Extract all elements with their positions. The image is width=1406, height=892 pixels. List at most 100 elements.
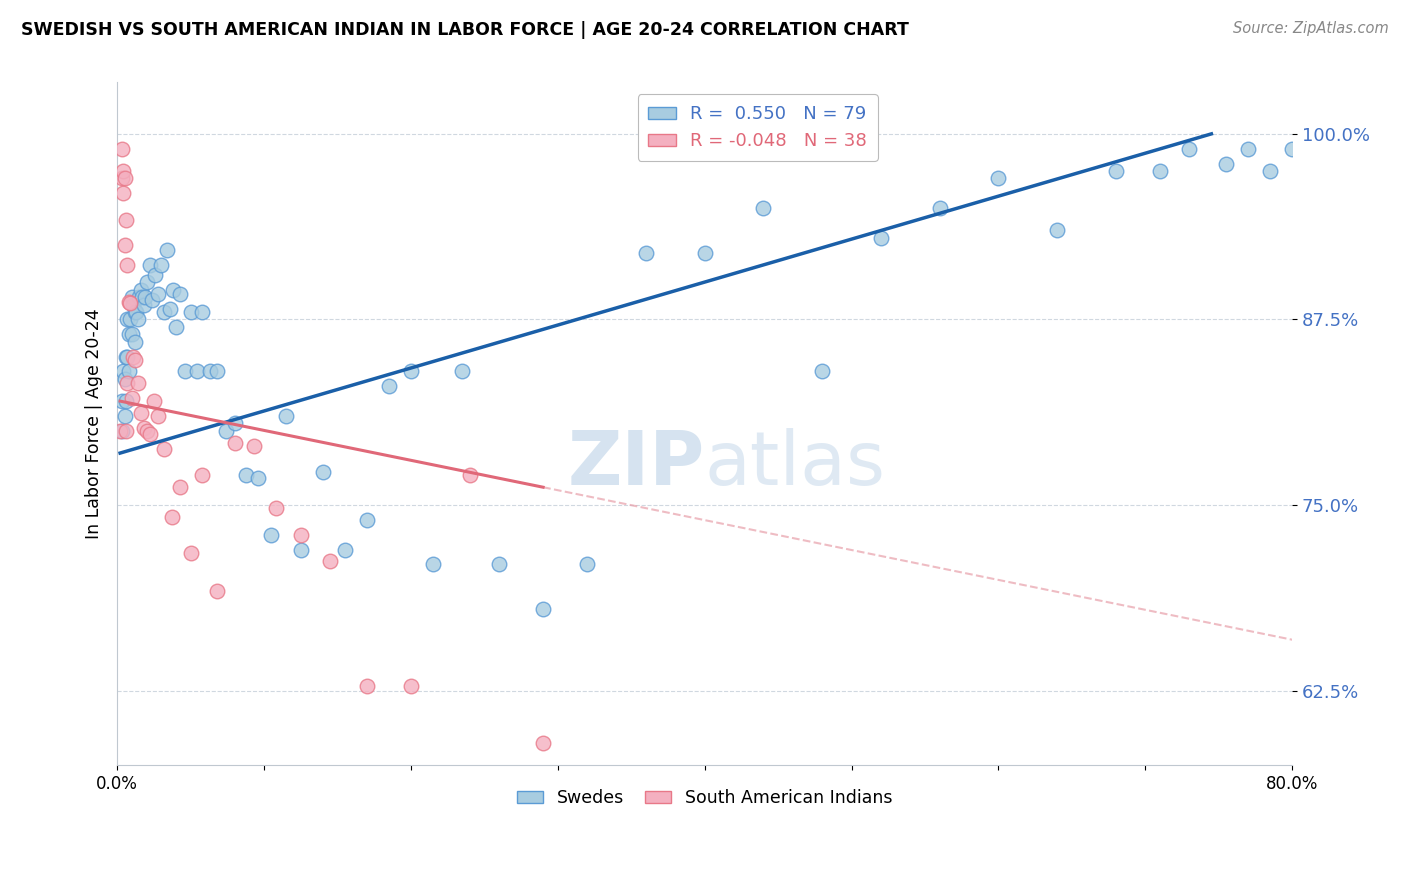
Point xyxy=(987,171,1010,186)
Point xyxy=(242,439,264,453)
Text: Source: ZipAtlas.com: Source: ZipAtlas.com xyxy=(1233,21,1389,37)
Point xyxy=(811,364,834,378)
Point xyxy=(1258,164,1281,178)
Point xyxy=(138,258,160,272)
Point xyxy=(1046,223,1069,237)
Point xyxy=(165,319,187,334)
Point xyxy=(153,442,176,456)
Point xyxy=(290,527,312,541)
Point xyxy=(122,297,145,311)
Point xyxy=(121,327,143,342)
Point xyxy=(173,364,195,378)
Point xyxy=(870,231,893,245)
Point xyxy=(117,258,139,272)
Point xyxy=(118,364,141,378)
Point xyxy=(693,245,716,260)
Point xyxy=(224,435,246,450)
Point xyxy=(132,297,155,311)
Text: SWEDISH VS SOUTH AMERICAN INDIAN IN LABOR FORCE | AGE 20-24 CORRELATION CHART: SWEDISH VS SOUTH AMERICAN INDIAN IN LABO… xyxy=(21,21,908,39)
Point xyxy=(141,293,163,307)
Point xyxy=(205,584,228,599)
Point xyxy=(135,276,157,290)
Point xyxy=(576,558,599,572)
Point xyxy=(124,334,146,349)
Point xyxy=(1149,164,1171,178)
Point xyxy=(169,480,191,494)
Text: atlas: atlas xyxy=(704,428,886,500)
Point xyxy=(127,376,149,391)
Point xyxy=(205,364,228,378)
Point xyxy=(1281,142,1303,156)
Point xyxy=(333,542,356,557)
Point xyxy=(488,558,510,572)
Point xyxy=(118,327,141,342)
Point xyxy=(120,296,142,310)
Point xyxy=(115,213,138,227)
Point xyxy=(399,679,422,693)
Point xyxy=(1105,164,1128,178)
Point xyxy=(260,527,283,541)
Point xyxy=(378,379,401,393)
Point xyxy=(319,554,342,568)
Point xyxy=(148,287,170,301)
Point xyxy=(198,364,221,378)
Point xyxy=(114,171,136,186)
Point xyxy=(1354,167,1376,181)
Point xyxy=(312,466,335,480)
Point xyxy=(138,426,160,441)
Point xyxy=(112,186,135,201)
Point xyxy=(531,602,554,616)
Point xyxy=(150,258,173,272)
Point xyxy=(264,501,287,516)
Point xyxy=(458,468,481,483)
Point xyxy=(110,394,132,409)
Point xyxy=(160,510,183,524)
Point xyxy=(180,545,202,559)
Point xyxy=(112,164,135,178)
Point xyxy=(125,305,148,319)
Point xyxy=(122,350,145,364)
Point xyxy=(114,409,136,423)
Point xyxy=(156,243,179,257)
Point xyxy=(191,468,214,483)
Point xyxy=(1295,164,1317,178)
Point xyxy=(120,312,142,326)
Legend: Swedes, South American Indians: Swedes, South American Indians xyxy=(510,782,900,814)
Point xyxy=(135,424,157,438)
Point xyxy=(290,542,312,557)
Point xyxy=(153,305,176,319)
Point xyxy=(117,350,139,364)
Point xyxy=(247,471,270,485)
Point xyxy=(928,201,950,215)
Point xyxy=(108,424,131,438)
Point xyxy=(159,301,181,316)
Point xyxy=(114,238,136,252)
Point xyxy=(121,391,143,405)
Point xyxy=(114,372,136,386)
Point xyxy=(215,424,238,438)
Point xyxy=(112,364,135,378)
Point xyxy=(169,287,191,301)
Point xyxy=(634,245,657,260)
Point xyxy=(115,394,138,409)
Point xyxy=(451,364,474,378)
Point xyxy=(1178,142,1201,156)
Point xyxy=(1310,156,1333,170)
Point xyxy=(148,409,170,423)
Point xyxy=(110,171,132,186)
Y-axis label: In Labor Force | Age 20-24: In Labor Force | Age 20-24 xyxy=(86,308,103,539)
Point xyxy=(131,290,153,304)
Point xyxy=(356,513,378,527)
Point xyxy=(121,290,143,304)
Point xyxy=(191,305,214,319)
Point xyxy=(117,376,139,391)
Point xyxy=(356,679,378,693)
Point xyxy=(162,283,184,297)
Point xyxy=(132,421,155,435)
Point xyxy=(129,283,152,297)
Point xyxy=(110,142,132,156)
Point xyxy=(127,312,149,326)
Point xyxy=(1340,160,1362,174)
Point xyxy=(115,424,138,438)
Point xyxy=(129,406,152,420)
